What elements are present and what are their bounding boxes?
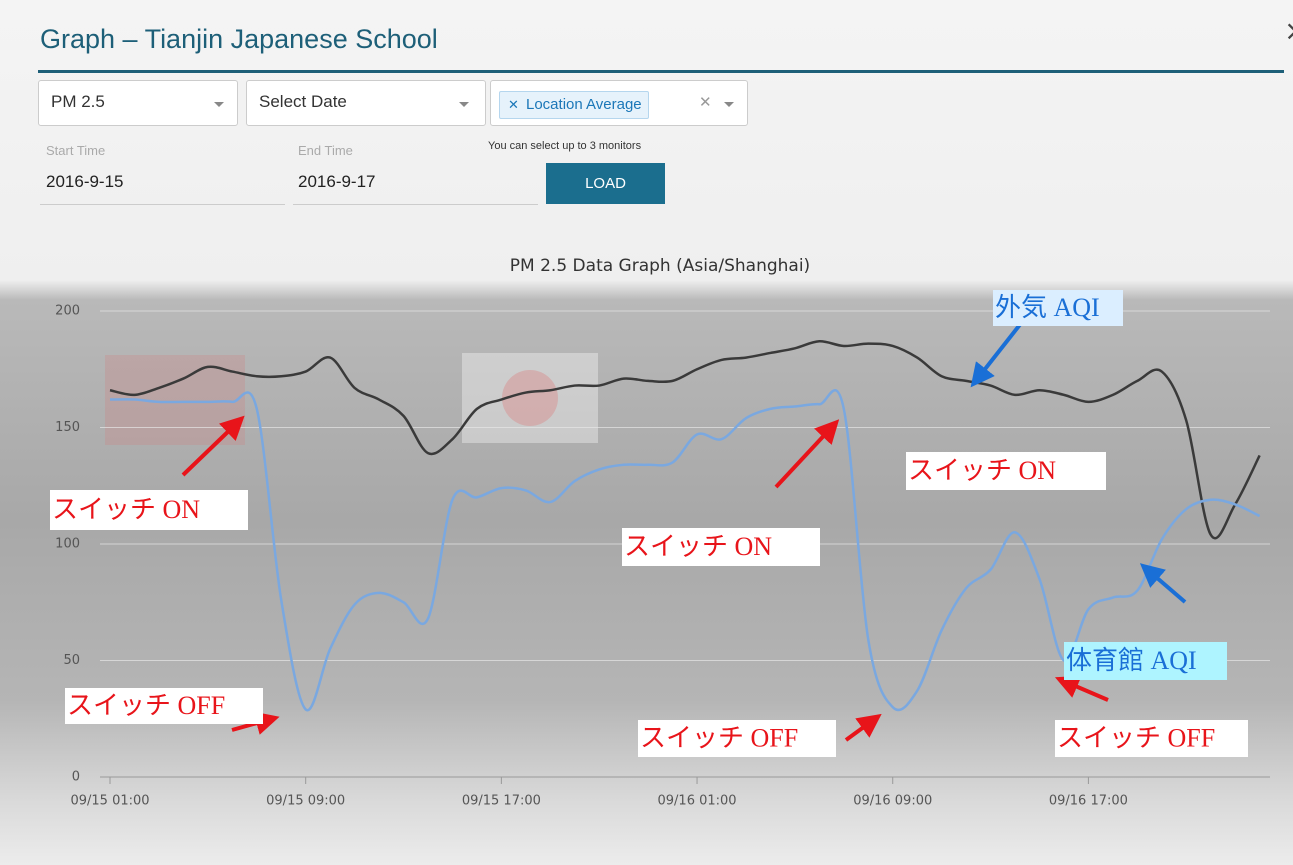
arrow (776, 428, 831, 487)
annotation: 外気 AQI (995, 293, 1100, 322)
x-tick-label: 09/15 09:00 (266, 794, 345, 809)
page: Graph – Tianjin Japanese School × PM 2.5… (0, 0, 1293, 865)
x-tick-label: 09/15 17:00 (462, 794, 541, 809)
annotation: スイッチ ON (52, 495, 200, 524)
x-tick-label: 09/16 01:00 (658, 794, 737, 809)
x-tick-label: 09/16 09:00 (853, 794, 932, 809)
chart-title: PM 2.5 Data Graph (Asia/Shanghai) (510, 256, 810, 276)
arrow (846, 721, 872, 740)
series-line (110, 341, 1260, 538)
arrow (1066, 682, 1108, 700)
x-tick-label: 09/16 17:00 (1049, 794, 1128, 809)
y-tick-label: 100 (55, 537, 80, 552)
annotation: スイッチ OFF (67, 691, 225, 720)
annotation: スイッチ ON (908, 456, 1056, 485)
y-tick-label: 0 (72, 770, 80, 785)
y-tick-label: 50 (63, 653, 80, 668)
chart: PM 2.5 Data Graph (Asia/Shanghai) 0 50 100… (0, 0, 1293, 865)
y-tick-label: 150 (55, 420, 80, 435)
annotation: スイッチ OFF (640, 723, 798, 752)
arrow (1149, 571, 1185, 602)
arrow (978, 322, 1022, 378)
x-tick-label: 09/15 01:00 (70, 794, 149, 809)
y-tick-label: 200 (55, 304, 80, 319)
annotation: スイッチ ON (624, 532, 772, 561)
annotation: 体育館 AQI (1066, 646, 1197, 675)
flag-shape (502, 370, 558, 426)
annotation: スイッチ OFF (1057, 723, 1215, 752)
